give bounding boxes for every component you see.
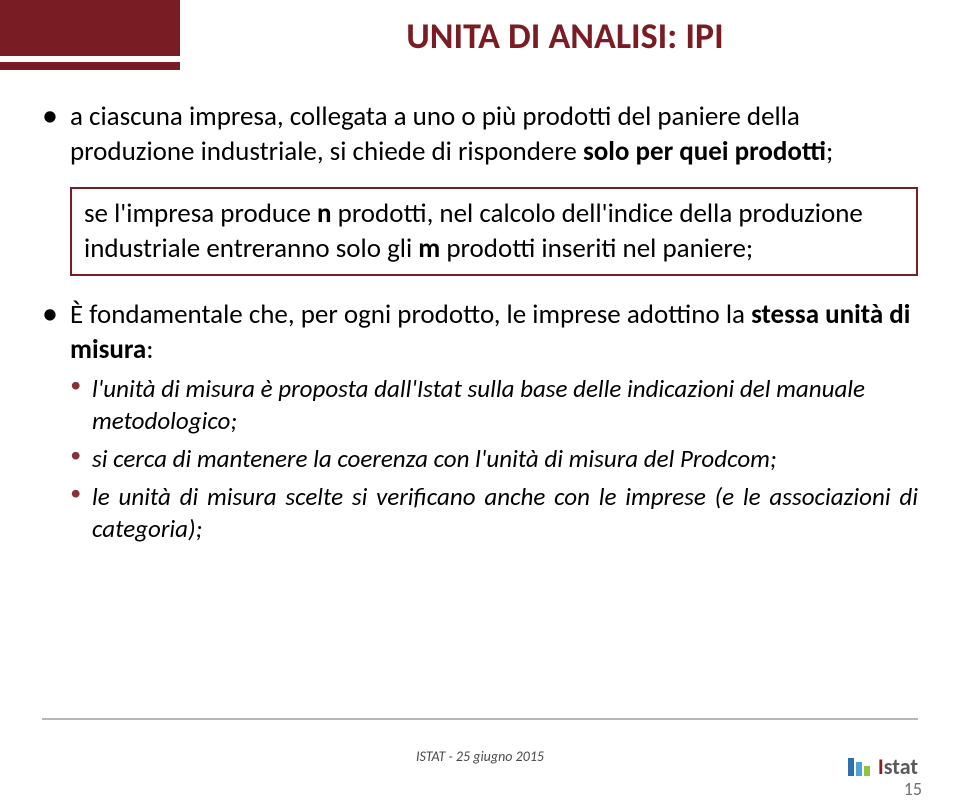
bullet-1: a ciascuna impresa, collegata a uno o pi… [42, 100, 918, 169]
istat-logo: Istat [848, 753, 918, 780]
box-m: m [418, 232, 440, 265]
bullet-2: È fondamentale che, per ogni prodotto, l… [42, 298, 918, 545]
box-n: n [317, 197, 332, 230]
footer-text: ISTAT - 25 giugno 2015 [0, 748, 960, 765]
bullet-2-pre: È fondamentale che, per ogni prodotto, l… [70, 298, 751, 331]
header-bar-top [0, 0, 180, 56]
sub-2: si cerca di mantenere la coerenza con l'… [70, 443, 918, 475]
slide: UNITA DI ANALISI: IPI a ciascuna impresa… [0, 0, 960, 808]
box-pre: se l'impresa produce [84, 197, 317, 230]
header-bar-thin [0, 62, 180, 70]
footer-divider [42, 718, 918, 720]
sub-3: le unità di misura scelte si verificano … [70, 481, 918, 545]
main-bullets: a ciascuna impresa, collegata a uno o pi… [42, 100, 918, 169]
logo-bars-icon [848, 758, 872, 776]
box-post: prodotti inseriti nel paniere; [440, 232, 753, 265]
bullet-1-bold: solo per quei prodotti [583, 135, 826, 168]
slide-title: UNITA DI ANALISI: IPI [210, 14, 920, 58]
content-area: a ciascuna impresa, collegata a uno o pi… [42, 100, 918, 563]
logo-rest: stat [884, 753, 918, 780]
main-bullets-2: È fondamentale che, per ogni prodotto, l… [42, 298, 918, 545]
sub-bullets: l'unità di misura è proposta dall'Istat … [70, 373, 918, 545]
sub-1: l'unità di misura è proposta dall'Istat … [70, 373, 918, 437]
logo-text: Istat [878, 753, 918, 780]
page-number: 15 [904, 778, 922, 800]
bullet-2-post: : [146, 333, 153, 366]
highlighted-box: se l'impresa produce n prodotti, nel cal… [70, 187, 918, 276]
bullet-1-post: ; [826, 135, 833, 168]
